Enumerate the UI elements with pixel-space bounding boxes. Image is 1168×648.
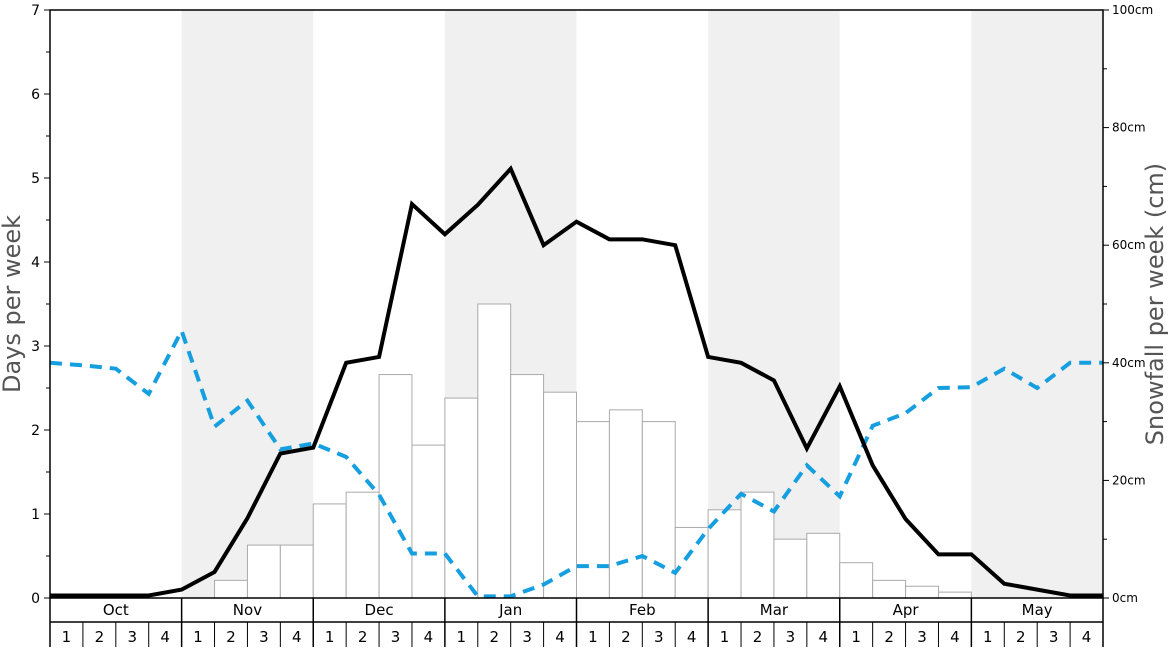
snowfall-bar bbox=[543, 391, 577, 599]
month-label: Dec bbox=[365, 601, 394, 619]
week-label: 3 bbox=[1049, 628, 1059, 646]
left-tick-label: 1 bbox=[31, 507, 40, 523]
snowfall-bar bbox=[378, 374, 413, 599]
week-label: 2 bbox=[621, 628, 631, 646]
snowfall-bar bbox=[740, 491, 775, 599]
left-tick-label: 0 bbox=[31, 591, 40, 607]
right-tick-label: 100cm bbox=[1112, 3, 1153, 17]
snowfall-bar bbox=[279, 544, 314, 599]
week-label: 2 bbox=[489, 628, 499, 646]
week-label: 2 bbox=[358, 628, 368, 646]
snowfall-bar bbox=[608, 409, 643, 599]
week-label: 4 bbox=[950, 628, 960, 646]
week-label: 3 bbox=[259, 628, 269, 646]
snowfall-bar bbox=[641, 421, 676, 599]
week-label: 1 bbox=[62, 628, 72, 646]
right-axis-label: Snowfall per week (cm) bbox=[1141, 163, 1168, 445]
week-label: 4 bbox=[424, 628, 434, 646]
month-label: Oct bbox=[103, 601, 129, 619]
week-label: 3 bbox=[654, 628, 664, 646]
week-label: 4 bbox=[160, 628, 170, 646]
week-label: 1 bbox=[457, 628, 467, 646]
snowfall-bar bbox=[576, 421, 610, 599]
right-tick-label: 0cm bbox=[1112, 591, 1138, 605]
left-tick-label: 2 bbox=[31, 423, 40, 439]
snowfall-bar bbox=[905, 585, 939, 599]
left-tick-label: 4 bbox=[31, 255, 40, 271]
snow-days-line bbox=[50, 165, 1103, 598]
right-tick-label: 60cm bbox=[1112, 238, 1146, 252]
month-label: Feb bbox=[629, 601, 656, 619]
data-lines bbox=[49, 165, 1103, 599]
week-label: 3 bbox=[786, 628, 796, 646]
week-label: 1 bbox=[325, 628, 335, 646]
snowfall-bar bbox=[510, 374, 545, 599]
left-axis-label: Days per week bbox=[0, 215, 26, 393]
snowfall-bar bbox=[246, 544, 281, 599]
month-label: Mar bbox=[760, 601, 789, 619]
month-shade-nov bbox=[181, 10, 314, 598]
left-tick-label: 7 bbox=[31, 3, 40, 19]
week-label: 4 bbox=[819, 628, 829, 646]
left-tick-label: 6 bbox=[31, 87, 40, 103]
left-tick-label: 5 bbox=[31, 171, 40, 187]
week-label: 4 bbox=[687, 628, 697, 646]
snowfall-bar bbox=[872, 579, 907, 599]
week-label: 1 bbox=[720, 628, 730, 646]
week-label: 4 bbox=[1082, 628, 1092, 646]
snowfall-bar bbox=[839, 562, 874, 599]
week-label: 1 bbox=[851, 628, 861, 646]
week-label: 3 bbox=[917, 628, 927, 646]
snowfall-bar bbox=[214, 579, 248, 599]
month-week-axis: Oct 1 2 3 4 Nov 1 2 3 4 Dec 1 2 3 4 Jan 1 2 3 4 Feb 1 2 3 4 Mar 1 2… bbox=[49, 598, 1104, 647]
snowfall-bar bbox=[773, 538, 808, 599]
right-tick-label: 80cm bbox=[1112, 121, 1146, 135]
right-tick-label: 40cm bbox=[1112, 356, 1146, 370]
right-axis: 0cm 20cm 40cm 60cm 80cm 100cm bbox=[1103, 3, 1153, 605]
month-shade-may bbox=[971, 10, 1103, 598]
week-label: 2 bbox=[753, 628, 763, 646]
dashed-series-line bbox=[49, 325, 1103, 599]
week-label: 3 bbox=[522, 628, 532, 646]
left-tick-label: 3 bbox=[31, 339, 40, 355]
week-label: 1 bbox=[983, 628, 993, 646]
week-label: 2 bbox=[884, 628, 894, 646]
snowfall-bar bbox=[312, 503, 347, 599]
snowfall-bar bbox=[806, 532, 841, 599]
snowfall-bars bbox=[214, 303, 972, 599]
month-label: Apr bbox=[893, 601, 920, 619]
week-label: 3 bbox=[391, 628, 401, 646]
week-label: 2 bbox=[226, 628, 236, 646]
right-tick-label: 20cm bbox=[1112, 473, 1146, 487]
snowfall-bar bbox=[444, 397, 479, 599]
snowfall-bar bbox=[937, 591, 972, 599]
month-label: May bbox=[1022, 601, 1053, 619]
snowfall-bar bbox=[345, 491, 380, 599]
month-label: Nov bbox=[233, 601, 262, 619]
left-axis: 0 1 2 3 4 5 6 7 bbox=[31, 3, 50, 607]
week-label: 3 bbox=[127, 628, 137, 646]
snowfall-bar bbox=[411, 444, 446, 599]
week-label: 4 bbox=[555, 628, 565, 646]
week-label: 1 bbox=[193, 628, 203, 646]
week-label: 1 bbox=[588, 628, 598, 646]
snowfall-bar bbox=[477, 303, 512, 599]
week-label: 4 bbox=[292, 628, 302, 646]
week-label: 2 bbox=[95, 628, 105, 646]
week-label: 2 bbox=[1016, 628, 1026, 646]
month-label: Jan bbox=[498, 601, 522, 619]
